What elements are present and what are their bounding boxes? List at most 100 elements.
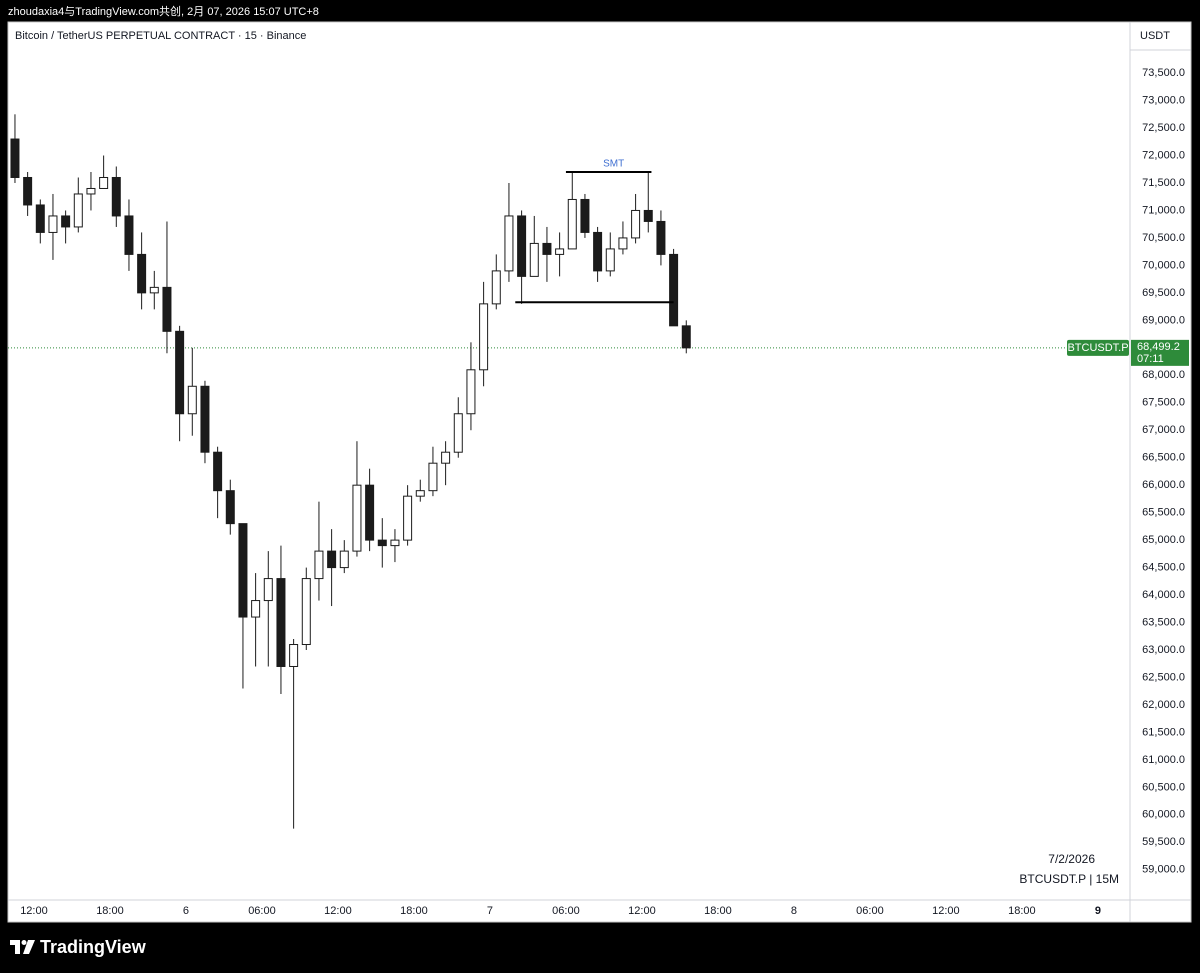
y-tick-label: 69,000.0: [1142, 314, 1185, 326]
x-tick-label: 18:00: [1008, 905, 1036, 917]
y-axis-label: USDT: [1140, 30, 1170, 42]
candle-body: [23, 176, 33, 206]
candle-body: [681, 325, 691, 349]
watermark-date: 7/2/2026: [1048, 852, 1095, 866]
candle-body: [428, 462, 438, 492]
x-tick-label: 06:00: [856, 905, 884, 917]
candle-body: [162, 286, 172, 332]
candle-body: [491, 270, 501, 305]
y-tick-label: 72,000.0: [1142, 149, 1185, 161]
candle-body: [567, 198, 577, 250]
y-tick-label: 60,000.0: [1142, 809, 1185, 821]
y-tick-label: 62,500.0: [1142, 671, 1185, 683]
candle-body: [415, 490, 425, 497]
y-tick-label: 69,500.0: [1142, 287, 1185, 299]
x-tick-label: 12:00: [932, 905, 960, 917]
x-tick-label: 18:00: [400, 905, 428, 917]
candle-body: [352, 484, 362, 552]
plot: [8, 114, 1130, 829]
candle-body: [327, 550, 337, 569]
candle-body: [73, 193, 83, 228]
candle-body: [225, 490, 235, 525]
y-tick-label: 64,000.0: [1142, 589, 1185, 601]
y-tick-label: 71,000.0: [1142, 204, 1185, 216]
chart-title: Bitcoin / TetherUS PERPETUAL CONTRACT · …: [15, 30, 306, 42]
brand-name: TradingView: [40, 937, 147, 957]
candle-body: [200, 385, 210, 453]
y-tick-label: 61,000.0: [1142, 754, 1185, 766]
y-tick-label: 65,000.0: [1142, 534, 1185, 546]
candle-body: [479, 303, 489, 371]
x-tick-label: 06:00: [248, 905, 276, 917]
candle-body: [48, 215, 58, 233]
y-tick-label: 63,500.0: [1142, 616, 1185, 628]
candle-body: [517, 215, 527, 277]
chart-panel: [7, 21, 1192, 923]
x-tick-label: 12:00: [628, 905, 656, 917]
candle-body: [542, 242, 552, 255]
x-tick-label: 9: [1095, 905, 1101, 917]
candle-body: [99, 176, 109, 189]
candle-body: [10, 138, 20, 178]
price-tag-bg: [1131, 339, 1189, 366]
annotation-label: SMT: [603, 159, 624, 170]
x-tick-label: 6: [183, 905, 189, 917]
candle-body: [289, 644, 299, 667]
candle-body: [390, 539, 400, 547]
candle-body: [137, 253, 147, 294]
symbol-tag-bg: [1067, 339, 1129, 356]
y-tick-label: 59,000.0: [1142, 864, 1185, 876]
y-tick-label: 73,500.0: [1142, 67, 1185, 79]
candle-body: [669, 253, 679, 327]
y-tick-label: 61,500.0: [1142, 726, 1185, 738]
price-tag: 68,499.2: [1137, 341, 1180, 353]
y-tick-label: 66,500.0: [1142, 452, 1185, 464]
candle-body: [314, 550, 324, 580]
header-text: zhoudaxia4与TradingView.com共创, 2月 07, 202…: [8, 5, 319, 18]
x-tick-label: 12:00: [324, 905, 352, 917]
candle-body: [504, 215, 514, 272]
candle-body: [149, 286, 159, 294]
y-tick-label: 60,500.0: [1142, 781, 1185, 793]
y-tick-label: 72,500.0: [1142, 122, 1185, 134]
candle-body: [631, 209, 641, 239]
x-tick-label: 18:00: [704, 905, 732, 917]
candle-body: [301, 578, 311, 646]
candle-body: [580, 198, 590, 233]
candle-body: [529, 242, 539, 277]
y-tick-label: 67,000.0: [1142, 424, 1185, 436]
candle-body: [238, 523, 248, 618]
candle-body: [618, 237, 628, 250]
candle-body: [365, 484, 375, 541]
candle-body: [453, 413, 463, 453]
candle-body: [441, 451, 451, 464]
x-tick-label: 7: [487, 905, 493, 917]
candle-body: [555, 248, 565, 255]
candle-body: [276, 578, 286, 667]
candle-body: [111, 176, 121, 217]
candle-body: [466, 369, 476, 415]
y-tick-label: 64,500.0: [1142, 561, 1185, 573]
candle-body: [339, 550, 349, 569]
watermark-symbol: BTCUSDT.P | 15M: [1019, 872, 1119, 886]
candle-body: [175, 330, 185, 415]
x-tick-label: 8: [791, 905, 797, 917]
y-tick-label: 67,500.0: [1142, 397, 1185, 409]
x-tick-label: 06:00: [552, 905, 580, 917]
countdown: 07:11: [1137, 353, 1164, 365]
y-tick-label: 71,500.0: [1142, 177, 1185, 189]
candle-body: [61, 215, 71, 228]
candle-body: [643, 209, 653, 222]
y-tick-label: 62,000.0: [1142, 699, 1185, 711]
candle-body: [86, 187, 96, 195]
candle-body: [403, 495, 413, 541]
candle-body: [263, 578, 273, 602]
y-tick-label: 68,000.0: [1142, 369, 1185, 381]
candle-body: [251, 600, 261, 618]
y-tick-label: 65,500.0: [1142, 507, 1185, 519]
candle-body: [187, 385, 197, 415]
candle-body: [593, 231, 603, 272]
candle-body: [124, 215, 134, 255]
